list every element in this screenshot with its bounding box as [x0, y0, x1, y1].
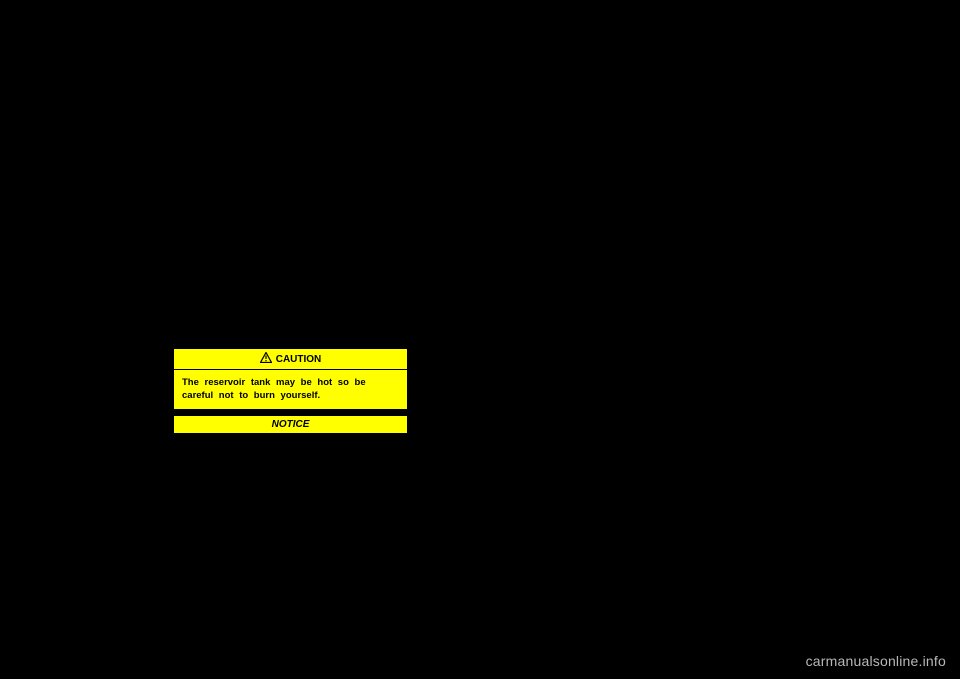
warning-triangle-icon — [260, 352, 272, 366]
caution-body-text: The reservoir tank may be hot so be care… — [174, 370, 407, 409]
caution-header: CAUTION — [174, 349, 407, 370]
caution-box: CAUTION The reservoir tank may be hot so… — [173, 348, 408, 410]
notice-label: NOTICE — [272, 419, 310, 430]
caution-header-label: CAUTION — [276, 354, 322, 365]
notice-box: NOTICE — [173, 415, 408, 434]
watermark-text: carmanualsonline.info — [806, 653, 946, 669]
